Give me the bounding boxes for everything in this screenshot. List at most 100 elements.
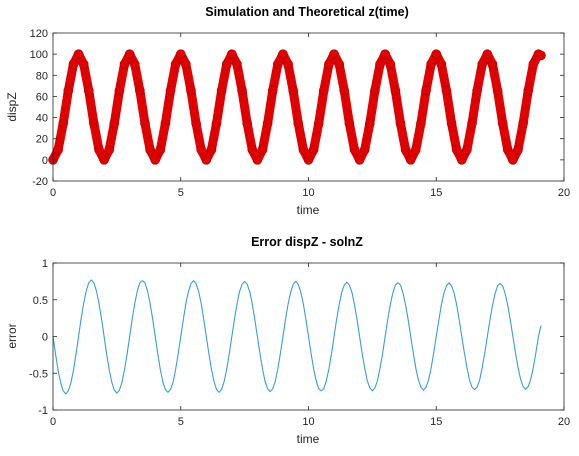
data-point — [518, 118, 528, 129]
data-point — [68, 59, 79, 69]
data-point — [114, 85, 125, 96]
x-tick-label: 10 — [302, 187, 314, 199]
data-point — [94, 145, 104, 155]
data-point — [257, 145, 268, 155]
x-tick-label: 15 — [430, 187, 442, 199]
data-point — [411, 145, 421, 155]
y-tick-label: -0.5 — [29, 368, 48, 380]
x-tick-label: 0 — [50, 187, 56, 199]
subplot-1-ylabel: dispZ — [5, 92, 19, 121]
data-point — [73, 49, 84, 59]
data-point — [242, 118, 252, 129]
data-point — [487, 59, 498, 69]
y-tick-label: 1 — [42, 258, 48, 270]
data-point — [344, 118, 355, 129]
data-point — [513, 145, 523, 155]
x-tick-label: 5 — [178, 187, 184, 199]
subplot-1-marks — [48, 49, 546, 165]
series-0-marker-band — [48, 49, 546, 165]
subplot-1-xlabel: time — [297, 203, 320, 217]
y-tick-label: 20 — [36, 134, 48, 146]
y-tick-label: 60 — [36, 91, 48, 103]
data-point — [150, 155, 160, 165]
data-point — [53, 145, 63, 155]
data-point — [109, 118, 120, 129]
data-point — [267, 85, 278, 96]
data-point — [395, 118, 406, 129]
y-tick-label: 40 — [36, 113, 48, 125]
data-point — [482, 49, 493, 59]
data-point — [252, 155, 263, 165]
subplot-2-ticks: 0 5 10 15 20 -1 -0.5 0 0.5 1 — [29, 258, 570, 428]
y-tick-label: 0 — [42, 332, 48, 344]
x-tick-label: 20 — [558, 416, 570, 428]
data-point — [170, 59, 181, 69]
subplot-1: Simulation and Theoretical z(time) 0 5 10 1… — [5, 5, 570, 217]
data-point — [390, 85, 401, 96]
data-point — [303, 155, 314, 165]
subplot-1-title: Simulation and Theoretical z(time) — [205, 5, 409, 19]
subplot-2-marks — [52, 279, 542, 395]
y-tick-label: 120 — [30, 28, 48, 40]
x-tick-label: 15 — [430, 416, 442, 428]
subplot-2-xlabel: time — [297, 432, 320, 446]
data-point — [206, 145, 217, 155]
data-point — [135, 85, 145, 96]
data-point — [232, 59, 242, 69]
data-point — [451, 145, 462, 155]
data-point — [221, 59, 232, 69]
data-point — [359, 145, 370, 155]
data-point — [186, 85, 196, 96]
data-point — [288, 85, 298, 96]
subplot-2-ylabel: error — [5, 323, 19, 348]
data-point — [181, 59, 191, 69]
data-point — [283, 59, 293, 69]
y-tick-label: -20 — [32, 176, 48, 188]
data-point — [313, 118, 324, 129]
data-point — [63, 85, 74, 96]
data-point — [380, 49, 390, 59]
data-point — [119, 59, 130, 69]
y-tick-label: 0.5 — [33, 295, 48, 307]
data-point — [400, 145, 411, 155]
data-point — [78, 59, 89, 69]
data-point — [441, 85, 452, 96]
data-point — [502, 145, 513, 155]
data-point — [104, 145, 115, 155]
data-point — [497, 118, 508, 129]
data-point — [536, 50, 546, 61]
data-point — [278, 49, 288, 59]
data-point — [370, 85, 380, 96]
data-point — [528, 59, 539, 69]
data-point — [298, 145, 309, 155]
data-point — [472, 85, 482, 96]
x-tick-label: 10 — [302, 416, 314, 428]
x-tick-label: 0 — [50, 416, 56, 428]
data-point — [334, 59, 344, 69]
data-point — [99, 155, 109, 165]
y-tick-label: 0 — [42, 155, 48, 167]
data-point — [227, 49, 237, 59]
data-point — [293, 118, 304, 129]
data-point — [508, 155, 518, 165]
data-point — [262, 118, 273, 129]
data-point — [165, 85, 176, 96]
data-point — [426, 59, 436, 69]
data-point — [273, 59, 283, 69]
data-point — [349, 145, 360, 155]
data-point — [247, 145, 258, 155]
data-point — [462, 145, 472, 155]
data-point — [175, 49, 186, 59]
series-0-line — [52, 279, 542, 395]
data-point — [140, 118, 150, 129]
x-tick-label: 20 — [558, 187, 570, 199]
data-point — [436, 59, 447, 69]
data-point — [145, 145, 155, 155]
data-point — [191, 118, 201, 129]
y-tick-label: -1 — [38, 405, 48, 417]
data-point — [211, 118, 222, 129]
data-point — [523, 85, 534, 96]
data-point — [492, 85, 503, 96]
